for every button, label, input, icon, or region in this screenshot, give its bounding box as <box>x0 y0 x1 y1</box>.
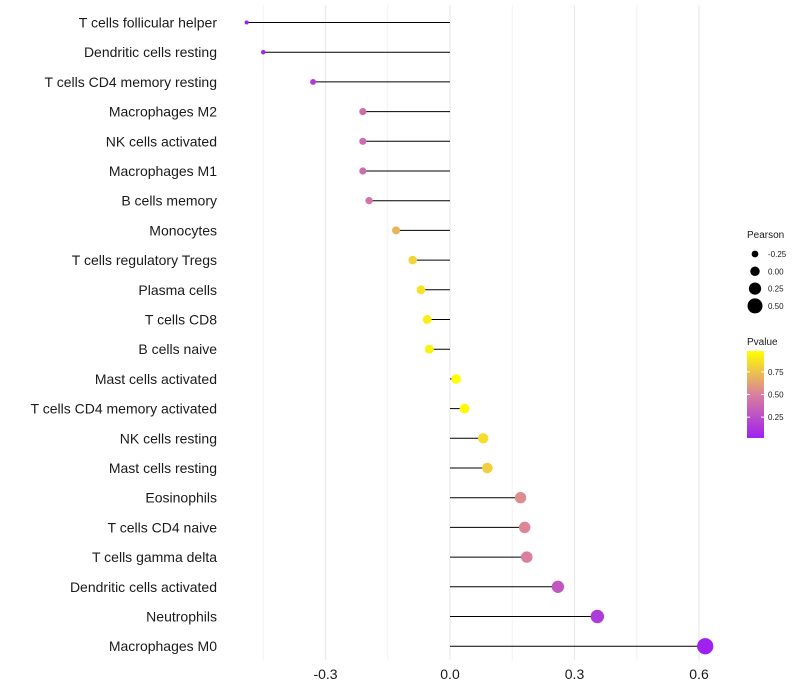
y-category-label: T cells CD4 naive <box>108 519 218 535</box>
data-point <box>518 521 531 534</box>
y-category-label: T cells CD4 memory activated <box>31 401 217 417</box>
y-category-label: T cells regulatory Tregs <box>72 252 217 268</box>
y-category-label: Macrophages M1 <box>109 163 217 179</box>
data-point <box>365 197 373 205</box>
gridlines <box>262 5 700 660</box>
y-category-label: Plasma cells <box>138 282 217 298</box>
legend-size-label: -0.25 <box>768 250 787 259</box>
data-point <box>478 433 489 444</box>
data-point <box>260 49 266 55</box>
y-category-label: Macrophages M2 <box>109 104 217 120</box>
x-tick-label: 0.3 <box>565 666 585 682</box>
data-point <box>359 167 367 175</box>
y-category-label: Monocytes <box>149 222 217 238</box>
legend-size-label: 0.00 <box>768 267 784 276</box>
y-category-label: T cells follicular helper <box>79 15 218 31</box>
data-point <box>416 285 426 295</box>
stems <box>246 22 706 647</box>
data-point <box>451 374 462 384</box>
data-point <box>244 20 249 25</box>
data-point <box>551 580 565 593</box>
data-point <box>422 315 432 324</box>
legend-color: Pvalue 0.75 0.50 0.25 <box>747 337 784 438</box>
y-category-label: T cells CD4 memory resting <box>45 74 217 90</box>
legend-color-title: Pvalue <box>747 337 778 348</box>
y-category-label: T cells CD8 <box>145 312 217 328</box>
data-point <box>482 462 493 474</box>
y-category-label: NK cells activated <box>106 133 217 149</box>
data-point <box>310 78 316 85</box>
data-point <box>590 609 605 624</box>
x-tick-label: 0.0 <box>440 666 460 682</box>
legend-size-key <box>750 266 760 277</box>
legend-color-label: 0.75 <box>768 368 784 377</box>
y-category-label: B cells memory <box>121 193 217 209</box>
y-category-label: Eosinophils <box>145 490 217 506</box>
data-point <box>521 551 533 563</box>
data-point <box>424 344 434 354</box>
legend-size-key <box>748 282 762 295</box>
legend-color-label: 0.25 <box>768 413 784 422</box>
data-point <box>408 255 417 265</box>
data-point <box>359 137 367 145</box>
legend-size-key <box>751 250 759 258</box>
y-category-label: Dendritic cells resting <box>84 44 217 60</box>
x-axis-ticks: -0.3 0.0 0.3 0.6 <box>313 666 709 682</box>
legend-size: Pearson -0.25 0.00 0.25 0.50 <box>747 230 787 314</box>
y-category-label: T cells gamma delta <box>92 549 217 565</box>
y-category-label: Mast cells activated <box>95 371 217 387</box>
data-point <box>392 226 401 235</box>
legend-size-label: 0.25 <box>768 285 784 294</box>
data-point <box>459 403 470 414</box>
x-tick-label: 0.6 <box>689 666 709 682</box>
y-category-label: Neutrophils <box>146 609 217 625</box>
legend-size-key <box>747 298 763 314</box>
points <box>244 20 714 655</box>
data-point <box>359 108 367 116</box>
y-category-label: B cells naive <box>138 341 217 357</box>
y-category-label: Macrophages M0 <box>109 638 217 654</box>
data-point <box>697 638 714 655</box>
data-point <box>514 492 527 504</box>
y-category-label: Dendritic cells activated <box>70 579 217 595</box>
y-category-label: Mast cells resting <box>109 460 217 476</box>
legend-color-label: 0.50 <box>768 391 784 400</box>
legend-size-title: Pearson <box>747 230 784 241</box>
x-tick-label: -0.3 <box>313 666 337 682</box>
y-category-label: NK cells resting <box>120 430 217 446</box>
y-axis-labels: T cells follicular helper Dendritic cells… <box>31 15 218 655</box>
legend-colorbar <box>747 351 764 438</box>
legend-size-label: 0.50 <box>768 302 784 311</box>
